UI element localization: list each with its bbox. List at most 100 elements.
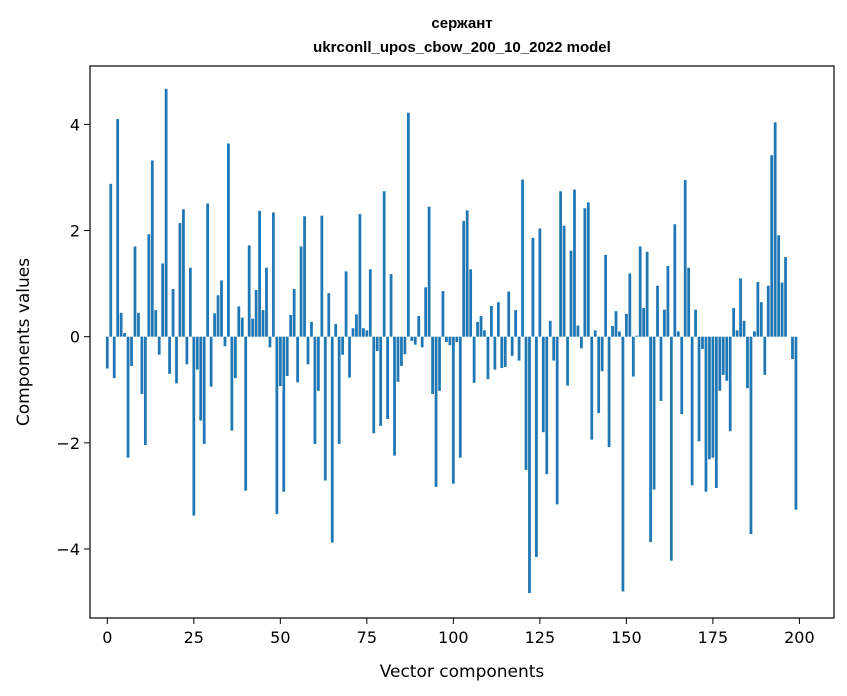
bar bbox=[109, 183, 113, 337]
bar bbox=[749, 336, 753, 535]
bar bbox=[756, 282, 760, 337]
bar bbox=[763, 336, 767, 375]
bar bbox=[393, 336, 396, 456]
y-tick-label: 4 bbox=[70, 115, 80, 134]
bar bbox=[441, 291, 445, 337]
bar bbox=[645, 251, 649, 337]
x-tick-label: 175 bbox=[698, 628, 729, 647]
bar bbox=[137, 312, 140, 337]
bar bbox=[784, 257, 787, 337]
bar bbox=[233, 336, 237, 379]
bar bbox=[624, 313, 628, 337]
bar bbox=[251, 318, 255, 337]
bar bbox=[140, 336, 144, 395]
bar bbox=[168, 336, 171, 374]
bar bbox=[178, 223, 182, 337]
bar bbox=[410, 336, 414, 341]
bar bbox=[313, 336, 317, 444]
bar bbox=[638, 246, 642, 337]
bar bbox=[521, 179, 524, 337]
bar bbox=[420, 336, 424, 348]
bar bbox=[618, 331, 621, 337]
bar bbox=[358, 214, 362, 337]
bar bbox=[531, 237, 535, 337]
bar bbox=[424, 287, 428, 337]
bar bbox=[739, 278, 742, 337]
bar bbox=[351, 328, 355, 337]
chart-title-line2: ukrconll_upos_cbow_200_10_2022 model bbox=[313, 39, 611, 56]
bar bbox=[344, 271, 348, 337]
bar bbox=[791, 336, 794, 359]
bar bbox=[438, 336, 441, 391]
bar bbox=[451, 336, 455, 484]
bar bbox=[621, 336, 625, 592]
x-tick-label: 125 bbox=[525, 628, 556, 647]
bar bbox=[465, 210, 469, 337]
bar bbox=[306, 336, 310, 365]
bar bbox=[728, 336, 732, 432]
bar bbox=[538, 228, 542, 337]
bars-group bbox=[105, 88, 798, 594]
x-axis-label: Vector components bbox=[380, 662, 545, 682]
bar bbox=[490, 305, 493, 337]
chart-title-line1: сержант bbox=[431, 15, 492, 32]
y-tick-label: −2 bbox=[56, 434, 80, 453]
bar bbox=[593, 330, 597, 337]
bar bbox=[545, 336, 549, 475]
bar bbox=[794, 336, 798, 510]
bar bbox=[126, 336, 130, 458]
bar bbox=[244, 336, 248, 491]
bar bbox=[507, 291, 511, 337]
bar bbox=[417, 315, 421, 337]
bar bbox=[355, 314, 358, 337]
bar bbox=[766, 285, 770, 337]
bar bbox=[216, 295, 220, 337]
bar bbox=[552, 336, 556, 361]
bar bbox=[735, 330, 739, 337]
bar bbox=[112, 336, 116, 379]
bar bbox=[400, 336, 403, 366]
bar bbox=[272, 212, 275, 337]
x-tick-label: 75 bbox=[357, 628, 377, 647]
bar bbox=[773, 122, 777, 337]
bar bbox=[600, 336, 604, 372]
bar bbox=[725, 336, 729, 381]
bar bbox=[676, 331, 680, 337]
bar bbox=[164, 88, 168, 337]
bar bbox=[258, 210, 261, 337]
bar bbox=[604, 254, 607, 337]
bar bbox=[389, 274, 393, 337]
bar bbox=[607, 336, 611, 448]
bar bbox=[330, 336, 334, 543]
bar bbox=[192, 336, 196, 516]
bar bbox=[161, 263, 165, 337]
bar bbox=[656, 285, 659, 337]
bar bbox=[285, 336, 289, 376]
bar bbox=[476, 321, 479, 337]
bar bbox=[379, 336, 383, 426]
bar bbox=[327, 293, 331, 337]
bar bbox=[240, 317, 244, 337]
bar bbox=[143, 336, 147, 445]
bar bbox=[323, 336, 327, 481]
bar bbox=[185, 336, 189, 365]
bar bbox=[486, 336, 490, 380]
bar bbox=[500, 336, 504, 369]
bar bbox=[375, 336, 379, 352]
bar bbox=[195, 336, 199, 370]
bar bbox=[202, 336, 206, 444]
bar bbox=[268, 336, 272, 348]
bar bbox=[510, 336, 514, 356]
bar bbox=[493, 336, 497, 370]
bar bbox=[683, 180, 687, 337]
y-tick-label: 2 bbox=[70, 222, 80, 241]
bar bbox=[413, 336, 417, 345]
y-tick-label: −4 bbox=[56, 540, 80, 559]
bar bbox=[687, 267, 691, 337]
bar bbox=[275, 336, 279, 514]
bar bbox=[680, 336, 684, 415]
bar bbox=[514, 310, 518, 337]
bar bbox=[555, 336, 559, 505]
bar bbox=[721, 336, 725, 375]
